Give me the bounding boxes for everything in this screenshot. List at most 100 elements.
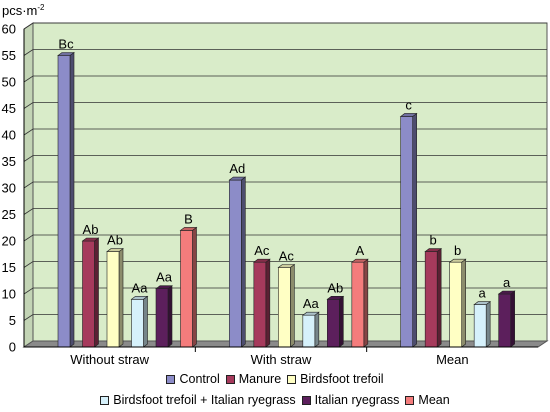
bar-front bbox=[327, 298, 340, 348]
bar-top bbox=[179, 227, 198, 231]
legend-label: Manure bbox=[238, 372, 282, 386]
bar bbox=[57, 51, 75, 348]
bar-front bbox=[82, 240, 95, 348]
bar bbox=[473, 301, 492, 348]
legend-item: Birdsfoot trefoil bbox=[287, 372, 384, 386]
bar-side bbox=[94, 237, 99, 348]
legend-label: Control bbox=[179, 372, 220, 386]
bar-side bbox=[485, 301, 491, 348]
bar bbox=[228, 176, 247, 348]
bar-side bbox=[436, 248, 442, 348]
legend-label: Mean bbox=[418, 393, 450, 407]
y-tick-label: 10 bbox=[2, 287, 16, 302]
y-tick-label: 15 bbox=[2, 260, 16, 275]
gridline bbox=[23, 128, 547, 136]
bar bbox=[399, 112, 418, 348]
bar-data-label: Aa bbox=[303, 296, 320, 311]
gridline bbox=[23, 234, 547, 242]
bar-top bbox=[497, 290, 516, 295]
bar-data-label: Ab bbox=[327, 280, 343, 295]
bar-front bbox=[57, 55, 71, 348]
bar-front bbox=[155, 288, 169, 348]
bar-side bbox=[241, 176, 246, 348]
bar-side bbox=[192, 226, 197, 348]
bar bbox=[155, 285, 173, 348]
bar-data-label: Aa bbox=[132, 280, 149, 295]
gridline bbox=[23, 49, 547, 56]
gridline bbox=[23, 261, 547, 268]
bar-front bbox=[180, 230, 193, 348]
bar-top bbox=[130, 295, 149, 300]
bar bbox=[277, 263, 296, 348]
bar-top bbox=[228, 176, 247, 181]
bar-front bbox=[400, 116, 413, 348]
legend-item: Italian ryegrass bbox=[301, 393, 400, 407]
bar-side bbox=[118, 248, 124, 348]
bar bbox=[252, 258, 271, 348]
bar-front bbox=[449, 261, 462, 348]
bar-top bbox=[81, 237, 100, 242]
legend-label: Italian ryegrass bbox=[314, 393, 400, 407]
bar-top bbox=[277, 264, 296, 268]
y-tick-label: 60 bbox=[2, 22, 16, 37]
bar-top bbox=[350, 258, 369, 263]
x-axis: Without straw With straw Mean bbox=[24, 346, 538, 367]
bar bbox=[350, 258, 369, 348]
bar-front bbox=[106, 251, 120, 348]
bar-data-label: b bbox=[454, 243, 461, 258]
legend-row: Control Manure Birdsfoot trefoil bbox=[0, 372, 550, 386]
bar-data-label: Ad bbox=[229, 161, 245, 176]
bar-data-label: B bbox=[184, 211, 193, 226]
bar-top bbox=[301, 311, 320, 316]
bar-top bbox=[106, 248, 124, 252]
bar-side bbox=[143, 295, 148, 348]
y-tick-label: 35 bbox=[2, 154, 16, 169]
legend-swatch bbox=[100, 395, 110, 405]
y-tick-label: 5 bbox=[9, 313, 16, 328]
bar-side bbox=[314, 311, 320, 348]
bar bbox=[106, 248, 124, 348]
legend: Control Manure Birdsfoot trefoil Birdsfoot… bbox=[0, 368, 550, 412]
y-tick-label: 45 bbox=[2, 101, 16, 116]
bar-side bbox=[290, 263, 295, 348]
bar bbox=[448, 258, 467, 348]
gridline bbox=[23, 22, 547, 30]
legend-swatch bbox=[287, 374, 297, 384]
bar-data-label: A bbox=[355, 243, 364, 258]
bar bbox=[301, 311, 320, 348]
chart-svg: 0 5 10 15 20 25 30 35 40 45 50 55 60 Bc Ab Ab Aa Aa B Ad Ac… bbox=[2, 3, 549, 367]
x-tick-label: Without straw bbox=[70, 352, 149, 367]
bar-data-label: Bc bbox=[58, 37, 74, 52]
y-tick-label: 0 bbox=[9, 340, 16, 355]
bar-side bbox=[461, 258, 466, 348]
legend-item: Control bbox=[166, 372, 220, 386]
y-unit-label: pcs·m-2 bbox=[2, 3, 45, 18]
bar-front bbox=[498, 293, 511, 348]
legend-swatch bbox=[301, 395, 311, 405]
bar-front bbox=[253, 261, 267, 348]
bar bbox=[81, 237, 100, 348]
bar-top bbox=[473, 301, 492, 305]
bar-front bbox=[278, 267, 291, 348]
gridline bbox=[23, 102, 547, 109]
bar-top bbox=[252, 258, 271, 263]
bar-data-label: Ac bbox=[279, 249, 295, 264]
bar-top bbox=[57, 52, 75, 56]
bar-side bbox=[167, 285, 173, 348]
legend-label: Birdsfoot trefoil bbox=[300, 372, 384, 386]
gridline bbox=[23, 75, 547, 83]
bar bbox=[497, 290, 516, 348]
bar-side bbox=[510, 290, 515, 348]
y-tick-label: 50 bbox=[2, 75, 16, 90]
legend-row: Birdsfoot trefoil + Italian ryegrass Ital… bbox=[0, 393, 550, 407]
x-tick-label: Mean bbox=[436, 352, 469, 367]
bar-side bbox=[412, 112, 417, 348]
y-axis: 0 5 10 15 20 25 30 35 40 45 50 55 60 bbox=[2, 22, 25, 355]
bar bbox=[130, 295, 149, 348]
bar-data-label: Ac bbox=[254, 243, 270, 258]
bar-top bbox=[326, 295, 345, 300]
y-tick-label: 20 bbox=[2, 234, 16, 249]
x-tick-label: With straw bbox=[251, 352, 312, 367]
bar-front bbox=[351, 261, 365, 348]
bar-side bbox=[265, 258, 271, 348]
